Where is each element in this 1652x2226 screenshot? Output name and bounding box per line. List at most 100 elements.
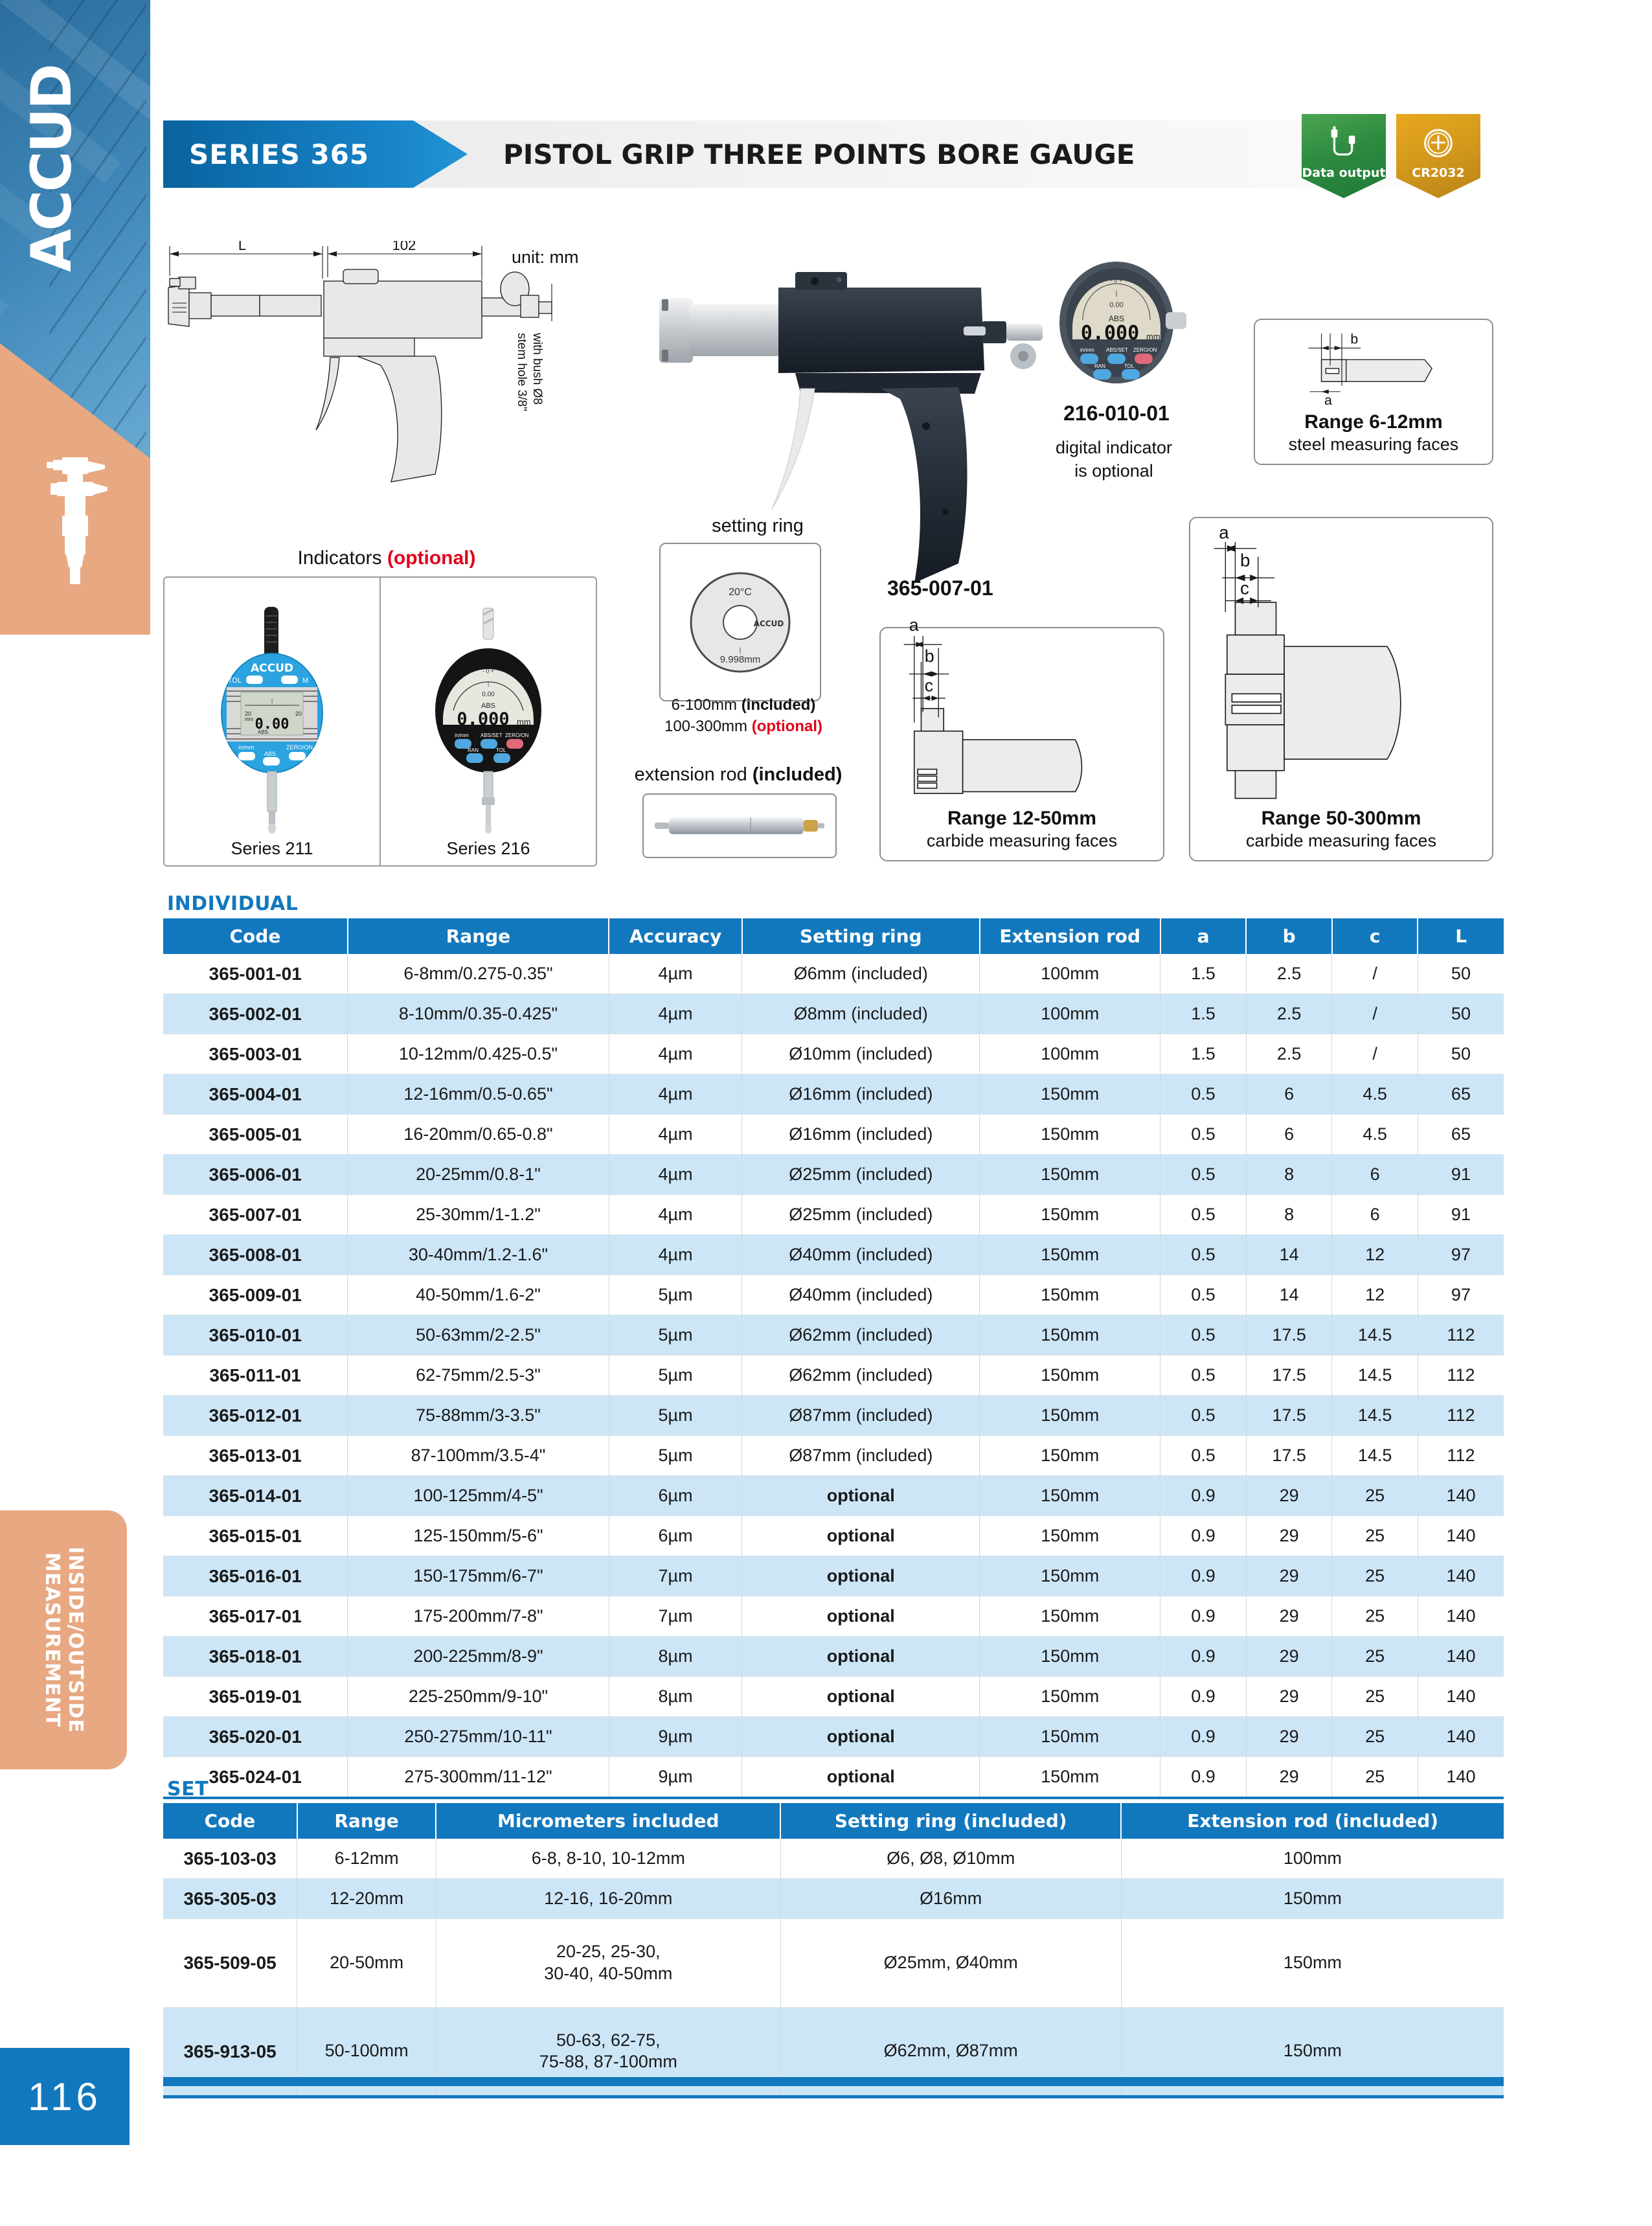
cell-range: 40-50mm/1.6-2" <box>347 1275 609 1315</box>
cell-l: 140 <box>1418 1676 1504 1717</box>
extension-rod-image <box>655 817 824 834</box>
cell-l: 140 <box>1418 1556 1504 1596</box>
table-row: 365-011-01 62-75mm/2.5-3" 5µm Ø62mm (includ… <box>163 1355 1504 1396</box>
svg-text:20°C: 20°C <box>729 587 752 598</box>
cell-range: 6-8mm/0.275-0.35" <box>347 954 609 994</box>
cell-l: 112 <box>1418 1355 1504 1396</box>
cell-setting-ring: optional <box>741 1516 980 1556</box>
indicators-caption-accent: (optional) <box>387 547 476 569</box>
cell-a: 0.9 <box>1160 1756 1247 1799</box>
cell-setting-ring: Ø87mm (included) <box>741 1435 980 1476</box>
cell-accuracy: 4µm <box>609 1154 743 1195</box>
table-row: 365-015-01 125-150mm/5-6" 6µm optional 150mm… <box>163 1516 1504 1556</box>
cell-b: 2.5 <box>1246 994 1333 1034</box>
section-label-individual: INDIVIDUAL <box>167 892 299 915</box>
set-cell-extension-rod: 150mm <box>1121 1878 1504 1919</box>
indicator-cell-211: ACCUD TOL M | 20 mm 20 0.00 ABS <box>164 578 379 865</box>
setting-ring-box: 20°C ACCUD | 9.998mm <box>659 543 821 701</box>
svg-text:ZERO/ON: ZERO/ON <box>505 733 529 738</box>
svg-text:0.000: 0.000 <box>1081 322 1139 345</box>
cell-l: 91 <box>1418 1194 1504 1235</box>
table-row: 365-008-01 30-40mm/1.2-1.6" 4µm Ø40mm (incl… <box>163 1234 1504 1275</box>
table-row: 365-009-01 40-50mm/1.6-2" 5µm Ø40mm (includ… <box>163 1275 1504 1315</box>
setting-ring-note-included: 6-100mm (included) <box>627 696 860 714</box>
cell-a: 0.5 <box>1160 1074 1247 1115</box>
set-cell-micrometers: 20-25, 25-30, 30-40, 40-50mm <box>436 1918 781 2008</box>
set-table-header-row: Code Range Micrometers included Setting … <box>163 1803 1504 1839</box>
cell-accuracy: 4µm <box>609 1114 743 1155</box>
ext-rod-caption-bold: (included) <box>752 764 843 785</box>
indicator-cell-216: - 0 + | 0.00 ABS 0.000 mm in/mm ABS/SET … <box>379 578 596 865</box>
set-products-table: Code Range Micrometers included Setting … <box>163 1803 1504 2098</box>
cell-b: 8 <box>1246 1154 1333 1195</box>
set-table-row: 365-305-03 12-20mm 12-16, 16-20mm Ø16mm 150m… <box>163 1878 1504 1919</box>
cell-a: 0.5 <box>1160 1355 1247 1396</box>
table-row: 365-005-01 16-20mm/0.65-0.8" 4µm Ø16mm (inc… <box>163 1114 1504 1155</box>
svg-text:9.998mm: 9.998mm <box>720 654 761 665</box>
cell-b: 14 <box>1246 1275 1333 1315</box>
digital-indicator-216-010-01-image: - 0 + | 0.00 ABS 0.000 mm in/mm ABS/SET … <box>1045 258 1188 413</box>
svg-text:mm: mm <box>517 717 531 727</box>
cell-b: 29 <box>1246 1516 1333 1556</box>
cell-code: 365-001-01 <box>163 954 348 994</box>
svg-text:ACCUD: ACCUD <box>754 619 784 628</box>
left-side-rail: ACCUD INSIDE/OUTSIDE MEASU <box>0 0 150 2226</box>
svg-text:TOL: TOL <box>1124 363 1135 369</box>
table-row: 365-024-01 275-300mm/11-12" 9µm optional 150… <box>163 1756 1504 1799</box>
table-row: 365-012-01 75-88mm/3-3.5" 5µm Ø87mm (includ… <box>163 1395 1504 1436</box>
cell-range: 250-275mm/10-11" <box>347 1716 609 1757</box>
cell-a: 0.5 <box>1160 1234 1247 1275</box>
badge-cr2032: CR2032 <box>1396 114 1480 198</box>
svg-text:0.00: 0.00 <box>255 716 289 733</box>
cell-a: 0.9 <box>1160 1556 1247 1596</box>
cell-setting-ring: Ø87mm (included) <box>741 1395 980 1436</box>
cell-setting-ring: optional <box>741 1556 980 1596</box>
svg-text:20: 20 <box>295 710 302 717</box>
cell-range: 62-75mm/2.5-3" <box>347 1355 609 1396</box>
cell-range: 125-150mm/5-6" <box>347 1516 609 1556</box>
cell-code: 365-013-01 <box>163 1435 348 1476</box>
set-cell-setting-ring: Ø6, Ø8, Ø10mm <box>780 1839 1122 1879</box>
range-box-3-title: Range 50-300mm <box>1261 808 1421 829</box>
cell-a: 0.9 <box>1160 1516 1247 1556</box>
set-col-setting-ring: Setting ring (included) <box>780 1803 1122 1839</box>
pistol-grip-product-photo <box>622 259 1062 609</box>
range-12-50-diagram: a b c <box>881 608 1163 808</box>
svg-text:M: M <box>302 677 308 685</box>
cell-c: 25 <box>1331 1596 1418 1637</box>
cell-extension-rod: 100mm <box>979 1034 1161 1074</box>
range-6-12-diagram: b a <box>1255 320 1492 411</box>
cell-c: 25 <box>1331 1636 1418 1677</box>
set-cell-setting-ring: Ø16mm <box>780 1878 1122 1919</box>
svg-text:b: b <box>1350 332 1358 347</box>
svg-text:TOL: TOL <box>228 677 242 685</box>
cell-extension-rod: 150mm <box>979 1275 1161 1315</box>
cell-l: 112 <box>1418 1395 1504 1436</box>
table-row: 365-018-01 200-225mm/8-9" 8µm optional 150mm… <box>163 1636 1504 1677</box>
cell-accuracy: 4µm <box>609 954 743 994</box>
pistol-grip-technical-drawing: L 102 stem hole 3/8" with bush Ø8 <box>163 237 610 513</box>
range-50-300-diagram: a b c <box>1190 518 1492 808</box>
cell-b: 29 <box>1246 1475 1333 1516</box>
cell-range: 175-200mm/7-8" <box>347 1596 609 1637</box>
svg-text:0.000: 0.000 <box>457 709 509 729</box>
svg-text:RAN: RAN <box>468 747 479 753</box>
cell-accuracy: 7µm <box>609 1556 743 1596</box>
range-box-2-title: Range 12-50mm <box>947 808 1097 829</box>
cell-l: 140 <box>1418 1596 1504 1637</box>
cell-extension-rod: 150mm <box>979 1636 1161 1677</box>
cell-setting-ring: Ø10mm (included) <box>741 1034 980 1074</box>
cell-a: 0.5 <box>1160 1435 1247 1476</box>
range-box-2-subtitle: carbide measuring faces <box>926 831 1118 850</box>
cell-extension-rod: 100mm <box>979 994 1161 1034</box>
set-cell-extension-rod: 100mm <box>1121 1839 1504 1879</box>
cell-accuracy: 4µm <box>609 1074 743 1115</box>
cell-a: 0.9 <box>1160 1596 1247 1637</box>
sr-included-word: (included) <box>741 696 816 714</box>
cell-extension-rod: 150mm <box>979 1716 1161 1757</box>
cell-range: 8-10mm/0.35-0.425" <box>347 994 609 1034</box>
usb-cable-icon <box>1331 126 1355 156</box>
product-code-365-007-01: 365-007-01 <box>887 576 993 600</box>
table-row: 365-013-01 87-100mm/3.5-4" 5µm Ø87mm (inclu… <box>163 1435 1504 1476</box>
cell-b: 6 <box>1246 1074 1333 1115</box>
